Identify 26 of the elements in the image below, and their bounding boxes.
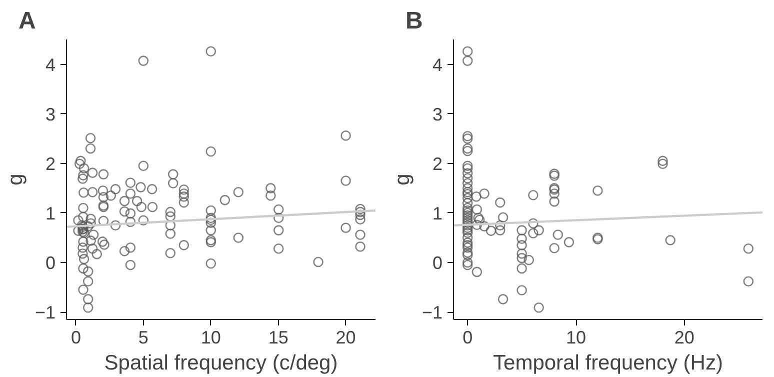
y-tick-label: 0 bbox=[45, 253, 56, 274]
y-tick-label: 4 bbox=[45, 54, 56, 75]
y-tick-label: 0 bbox=[432, 253, 443, 274]
y-tick-label: −1 bbox=[34, 302, 56, 323]
x-tick-label: 10 bbox=[200, 328, 221, 348]
y-axis-title: g bbox=[4, 174, 27, 186]
x-tick-label: 5 bbox=[138, 328, 148, 348]
y-tick-label: 1 bbox=[432, 203, 443, 224]
y-tick-label: 3 bbox=[432, 104, 443, 124]
y-tick-label: 2 bbox=[45, 154, 56, 174]
y-tick-label: 2 bbox=[432, 154, 443, 174]
x-tick-label: 15 bbox=[268, 328, 288, 348]
y-tick-label: −1 bbox=[422, 302, 443, 323]
x-tick-label: 0 bbox=[462, 328, 473, 348]
y-tick-label: 4 bbox=[432, 54, 443, 75]
y-tick-label: 3 bbox=[45, 104, 56, 124]
y-tick-label: 1 bbox=[45, 203, 56, 224]
x-axis-title: Temporal frequency (Hz) bbox=[493, 352, 723, 374]
x-tick-label: 20 bbox=[336, 328, 356, 348]
x-axis-title: Spatial frequency (c/deg) bbox=[104, 352, 338, 374]
chart-title: B bbox=[406, 8, 423, 34]
chart-title: A bbox=[18, 8, 36, 34]
x-tick-label: 20 bbox=[674, 328, 694, 348]
x-tick-label: 10 bbox=[566, 328, 586, 348]
y-axis-title: g bbox=[390, 174, 414, 186]
x-tick-label: 0 bbox=[70, 328, 81, 348]
